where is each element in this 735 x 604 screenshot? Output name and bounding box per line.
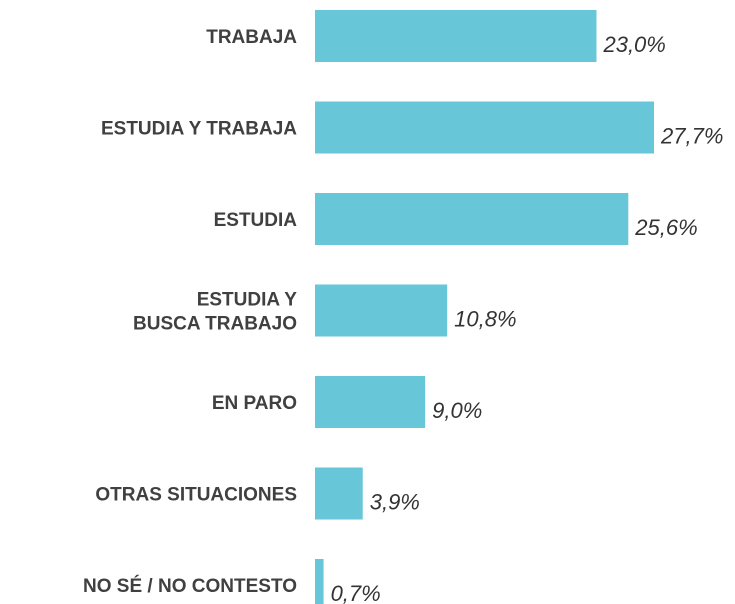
value-label: 25,6%	[634, 215, 697, 240]
bar	[315, 284, 448, 337]
value-label: 0,7%	[331, 581, 381, 604]
bar	[315, 559, 324, 604]
value-label: 27,7%	[660, 124, 723, 149]
bar	[315, 467, 363, 520]
category-label: NO SÉ / NO CONTESTO	[83, 575, 297, 597]
bar	[315, 10, 597, 62]
category-label: ESTUDIA Y BUSCA TRABAJO	[133, 290, 297, 335]
value-label: 3,9%	[370, 490, 420, 515]
category-label: TRABAJA	[206, 27, 297, 48]
bar	[315, 376, 426, 428]
category-label: ESTUDIA	[214, 210, 298, 231]
bar	[315, 101, 654, 154]
category-label: EN PARO	[212, 393, 297, 414]
category-label: OTRAS SITUACIONES	[95, 485, 297, 506]
bar	[315, 193, 629, 245]
value-label: 9,0%	[432, 398, 482, 423]
value-label: 10,8%	[454, 307, 516, 332]
value-label: 23,0%	[602, 32, 665, 57]
category-label: ESTUDIA Y TRABAJA	[101, 119, 297, 140]
